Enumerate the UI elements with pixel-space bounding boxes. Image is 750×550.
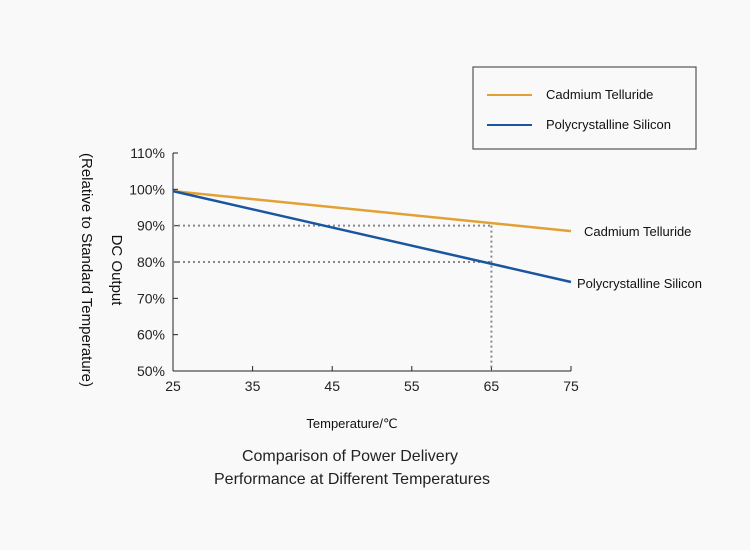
legend: Cadmium Telluride Polycrystalline Silico… bbox=[472, 66, 697, 150]
x-tick-label: 65 bbox=[484, 378, 500, 394]
y-tick-label: 50% bbox=[137, 363, 165, 379]
y-tick-label: 70% bbox=[137, 290, 165, 306]
legend-label-polycrystalline-silicon: Polycrystalline Silicon bbox=[546, 117, 671, 132]
y-tick-label: 100% bbox=[129, 181, 165, 197]
y-tick-label: 90% bbox=[137, 218, 165, 234]
y-axis-label: DC Output (Relative to Standard Temperat… bbox=[78, 153, 125, 387]
x-tick-label: 55 bbox=[404, 378, 420, 394]
chart-title-line-2: Performance at Different Temperatures bbox=[214, 471, 490, 488]
y-axis-label-line-1: DC Output bbox=[108, 235, 125, 307]
end-label-cadmium-telluride: Cadmium Telluride bbox=[584, 224, 691, 239]
x-tick-label: 35 bbox=[245, 378, 261, 394]
x-axis-label: Temperature/℃ bbox=[306, 416, 397, 431]
y-tick-label: 80% bbox=[137, 254, 165, 270]
x-tick-label: 75 bbox=[563, 378, 579, 394]
series-line-polycrystalline-silicon bbox=[172, 189, 572, 284]
series-lines bbox=[172, 189, 572, 284]
series-line-cadmium-telluride bbox=[172, 189, 572, 233]
legend-box bbox=[472, 66, 697, 150]
end-label-polycrystalline-silicon: Polycrystalline Silicon bbox=[577, 276, 702, 291]
x-tick-label: 25 bbox=[165, 378, 181, 394]
y-axis-label-line-2: (Relative to Standard Temperature) bbox=[78, 153, 95, 387]
chart-title-line-1: Comparison of Power Delivery bbox=[242, 448, 458, 465]
y-tick-label: 60% bbox=[137, 327, 165, 343]
legend-label-cadmium-telluride: Cadmium Telluride bbox=[546, 87, 653, 102]
y-tick-label: 110% bbox=[130, 145, 165, 161]
axis-ticks: 50% 60% 70% 80% 90% 100% 110% 25 35 45 55 65 75 bbox=[129, 145, 579, 394]
x-tick-label: 45 bbox=[324, 378, 340, 394]
reference-lines bbox=[173, 224, 493, 371]
